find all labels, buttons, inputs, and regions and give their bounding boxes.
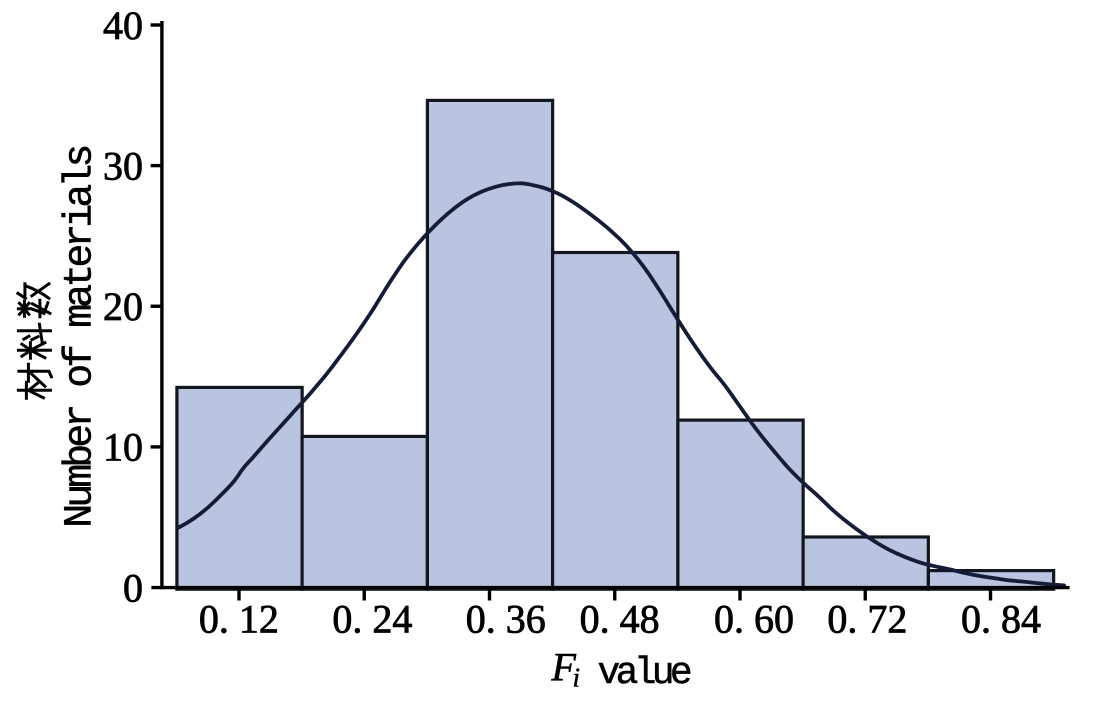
svg-text:10: 10	[103, 425, 143, 470]
svg-text:20: 20	[103, 284, 143, 329]
svg-text:value: value	[598, 652, 691, 695]
svg-text:0. 48: 0. 48	[580, 597, 660, 642]
svg-text:30: 30	[103, 143, 143, 188]
svg-text:i: i	[573, 663, 581, 693]
svg-text:0. 12: 0. 12	[199, 597, 279, 642]
svg-text:0. 24: 0. 24	[332, 597, 412, 642]
svg-text:F: F	[551, 645, 577, 690]
svg-text:0. 36: 0. 36	[466, 597, 546, 642]
svg-text:0. 72: 0. 72	[827, 597, 907, 642]
svg-text:0. 84: 0. 84	[961, 597, 1041, 642]
svg-text:Number of materials: Number of materials	[59, 147, 104, 528]
svg-text:0. 60: 0. 60	[714, 597, 794, 642]
svg-text:0: 0	[123, 565, 143, 610]
svg-text:40: 40	[103, 3, 143, 48]
